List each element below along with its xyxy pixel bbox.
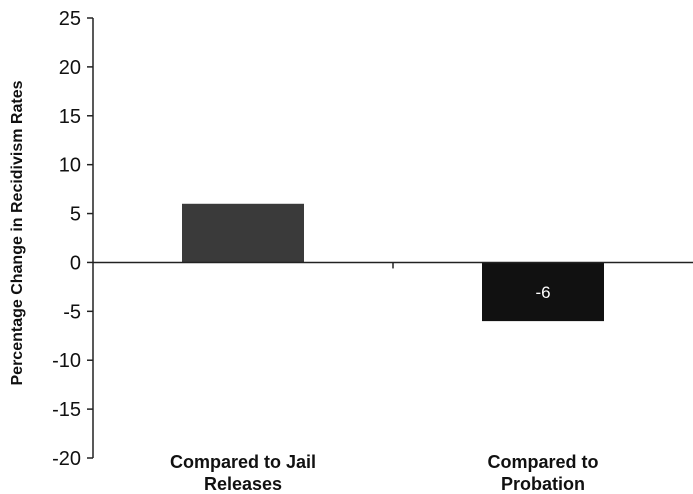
- y-tick-label: 15: [59, 106, 81, 128]
- bars: -6: [182, 203, 604, 322]
- x-axis: [93, 261, 693, 269]
- y-tick-label: 5: [70, 204, 81, 226]
- y-tick-label: 10: [59, 155, 81, 177]
- y-tick-label: -5: [63, 301, 81, 323]
- y-tick-label: -15: [52, 399, 81, 421]
- bar: [182, 203, 304, 263]
- y-tick-label: 0: [70, 252, 81, 274]
- bar: [482, 262, 604, 322]
- category-labels: Compared to Jail Releases Compared to Proba…: [170, 452, 599, 494]
- y-tick-label: -20: [52, 448, 81, 470]
- y-axis: 25 20 15 10 5 0 -5 -10 -15 -20: [52, 8, 94, 470]
- x-category-label: Compared to Probation: [487, 452, 598, 494]
- data-label: -6: [535, 283, 550, 302]
- y-tick-label: -10: [52, 350, 81, 372]
- y-axis-label: Percentage Change in Recidivism Rates: [9, 80, 26, 385]
- y-tick-label: 25: [59, 8, 81, 30]
- y-tick-label: 20: [59, 57, 81, 79]
- x-category-label: Compared to Jail Releases: [170, 452, 316, 494]
